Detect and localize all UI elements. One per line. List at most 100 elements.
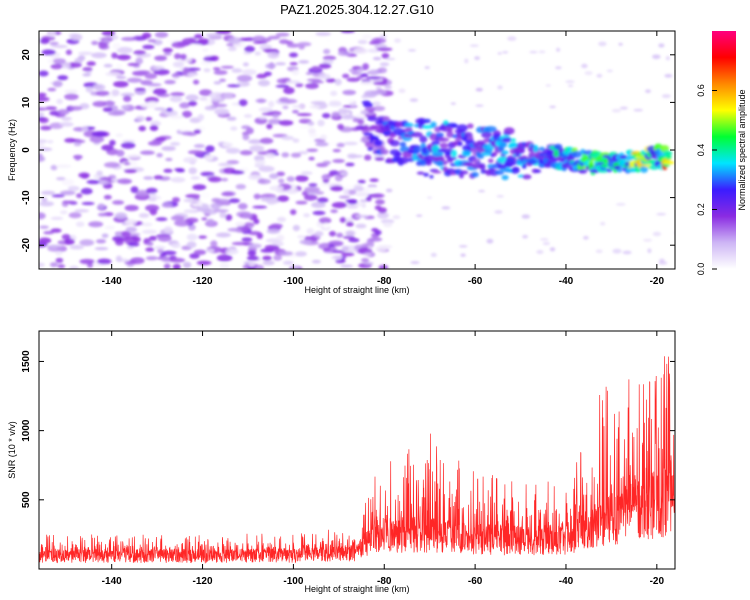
heatmap-cell <box>39 92 47 97</box>
heatmap-cell <box>353 186 364 192</box>
heatmap-cell <box>39 112 45 117</box>
heatmap-cell <box>227 227 242 232</box>
heatmap-cell <box>345 230 356 237</box>
heatmap-cell <box>583 235 589 240</box>
heatmap-cell <box>276 78 289 84</box>
heatmap-cell <box>166 107 173 112</box>
heatmap-cell <box>129 232 141 237</box>
heatmap-cell <box>123 162 131 166</box>
heatmap-cell <box>322 222 330 229</box>
heatmap-cell <box>322 55 337 61</box>
heatmap-cell <box>170 142 181 146</box>
heatmap-cell <box>596 73 603 78</box>
heatmap-cell <box>341 245 349 252</box>
x-tick-label: -20 <box>650 576 665 587</box>
heatmap-cell <box>124 219 137 226</box>
heatmap-cell <box>367 245 373 250</box>
heatmap-cell <box>56 98 63 105</box>
heatmap-cell <box>115 255 123 263</box>
heatmap-cell <box>422 125 433 129</box>
heatmap-cell <box>96 170 103 176</box>
heatmap-cell <box>257 79 271 87</box>
heatmap-cell <box>315 32 332 36</box>
heatmap-cell <box>185 67 201 71</box>
heatmap-cell <box>446 131 454 138</box>
heatmap-cell <box>618 42 623 46</box>
heatmap-cell <box>497 52 502 55</box>
heatmap-cell <box>343 141 358 146</box>
heatmap-cell <box>123 95 132 102</box>
heatmap-cell <box>121 105 130 110</box>
heatmap-cell <box>652 54 661 60</box>
heatmap-cell <box>213 81 222 85</box>
heatmap-cell <box>545 84 552 87</box>
heatmap-cell <box>57 109 70 115</box>
heatmap-cell <box>228 198 241 203</box>
heatmap-cell <box>172 263 181 269</box>
y-tick-label: 10 <box>21 96 32 108</box>
snr-frame <box>38 330 676 570</box>
heatmap-cell <box>295 200 308 205</box>
heatmap-cell <box>219 263 230 269</box>
heatmap-cell <box>360 81 373 85</box>
heatmap-cell <box>161 250 177 256</box>
heatmap-cell <box>201 191 211 199</box>
heatmap-cell <box>206 218 215 225</box>
heatmap-cell <box>147 101 159 107</box>
heatmap-cell <box>213 103 228 108</box>
heatmap-cell <box>145 204 160 212</box>
heatmap-cell <box>135 189 150 197</box>
heatmap-cell <box>254 51 261 56</box>
heatmap-cell <box>501 174 509 181</box>
heatmap-cell <box>215 31 232 35</box>
heatmap-cell <box>341 252 355 257</box>
heatmap-cell <box>418 118 425 126</box>
y-tick-label: 1500 <box>21 350 32 373</box>
heatmap-cell <box>81 125 89 132</box>
heatmap-cell <box>373 139 383 147</box>
colorbar-tick-label: 0.2 <box>696 203 706 216</box>
heatmap-cell <box>329 230 336 237</box>
heatmap-cell <box>322 179 330 184</box>
x-tick-label: -140 <box>102 576 122 587</box>
heatmap-cell <box>503 169 513 173</box>
heatmap-cell <box>291 104 306 109</box>
heatmap-cell <box>138 213 150 218</box>
heatmap-cell <box>185 217 199 223</box>
heatmap-cell <box>383 221 393 228</box>
heatmap-cell <box>171 73 181 78</box>
heatmap-cell <box>338 195 351 199</box>
heatmap-cell <box>343 188 350 196</box>
heatmap-cell <box>345 162 355 167</box>
heatmap-cell <box>348 154 364 158</box>
heatmap-cell <box>74 209 90 213</box>
x-tick-label: -20 <box>650 276 665 287</box>
heatmap-cell <box>372 56 382 61</box>
heatmap-cell <box>161 202 173 208</box>
heatmap-cell <box>502 137 513 143</box>
heatmap-cell <box>355 202 362 207</box>
heatmap-cell <box>542 241 551 246</box>
spectrogram-x-ticks: -140 -120 -100 -80 -60 -40 -20 <box>102 31 665 287</box>
heatmap-cell <box>169 95 183 103</box>
x-tick-label: -100 <box>283 276 303 287</box>
heatmap-cell <box>199 89 213 96</box>
heatmap-cell <box>379 62 390 67</box>
heatmap-cell <box>282 105 289 110</box>
heatmap-cell <box>346 99 355 104</box>
heatmap-cell <box>342 89 357 96</box>
heatmap-cell <box>200 60 213 66</box>
heatmap-cell <box>295 175 309 182</box>
heatmap-cell <box>113 81 129 88</box>
heatmap-cell <box>39 70 49 77</box>
heatmap-cell <box>323 48 331 55</box>
heatmap-cell <box>43 231 54 235</box>
heatmap-cell <box>296 113 312 117</box>
heatmap-cell <box>347 205 359 209</box>
heatmap-cell <box>466 162 474 167</box>
heatmap-cell <box>494 210 503 214</box>
heatmap-cell <box>48 31 56 37</box>
heatmap-cell <box>581 63 588 69</box>
heatmap-cell <box>47 87 57 92</box>
